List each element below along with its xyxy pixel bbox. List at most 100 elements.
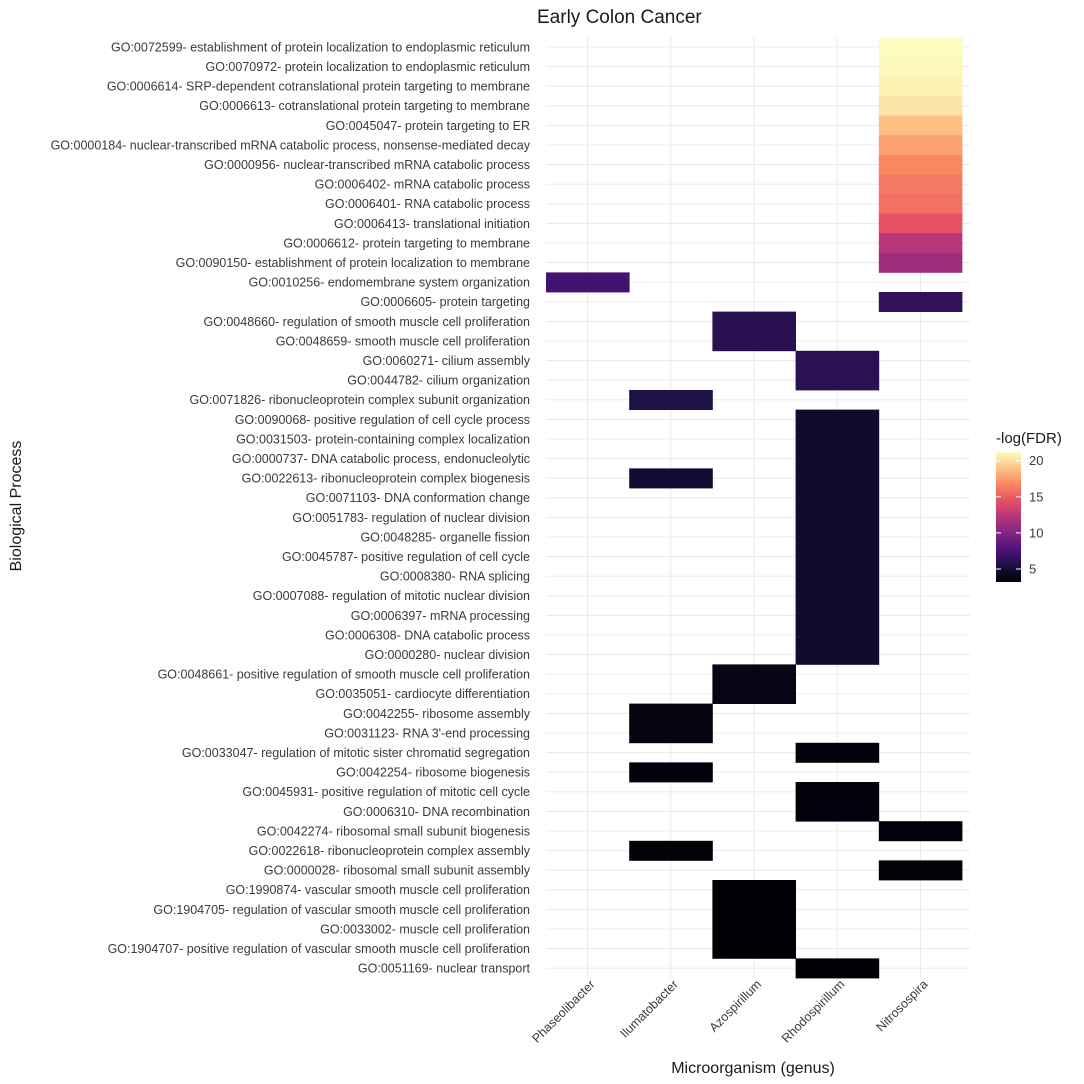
y-tick-label: GO:0042274- ribosomal small subunit biog…	[257, 824, 530, 838]
heatmap-cell	[878, 860, 963, 881]
y-tick-label: GO:0010256- endomembrane system organiza…	[249, 276, 530, 290]
y-tick-label: GO:0000737- DNA catabolic process, endon…	[232, 452, 530, 466]
heatmap-cell	[878, 76, 963, 97]
y-tick-label: GO:0006401- RNA catabolic process	[325, 197, 530, 211]
y-tick-label: GO:0006397- mRNA processing	[351, 609, 530, 623]
heatmap-cell	[795, 468, 880, 489]
y-tick-label: GO:0000280- nuclear division	[365, 648, 530, 662]
y-tick-label: GO:0007088- regulation of mitotic nuclea…	[253, 589, 530, 603]
heatmap-cell	[712, 880, 796, 900]
y-tick-label: GO:0031503- protein-containing complex l…	[236, 432, 530, 446]
heatmap-cell	[795, 801, 880, 822]
legend-ticks: 5 10 15 20	[996, 453, 1043, 577]
heatmap-cell	[795, 605, 880, 626]
x-axis-title: Microorganism (genus)	[671, 1060, 835, 1077]
y-tick-label: GO:0006402- mRNA catabolic process	[315, 178, 530, 192]
y-tick-label: GO:0090068- positive regulation of cell …	[235, 413, 530, 427]
x-tick-labels: Phaseolibacter Ilumatobacter Azospirillum R…	[529, 977, 930, 1045]
chart-title: Early Colon Cancer	[537, 7, 702, 28]
y-tick-label: GO:0000028- ribosomal small subunit asse…	[264, 864, 531, 878]
heatmap-cell	[878, 821, 963, 842]
x-tick-label: Azospirillum	[707, 977, 765, 1035]
heatmap-cell	[712, 311, 796, 332]
y-tick-label: GO:0045931- positive regulation of mitot…	[242, 785, 530, 799]
heatmap-cell	[712, 331, 796, 352]
y-tick-label: GO:0051783- regulation of nuclear divisi…	[292, 511, 530, 525]
y-tick-label: GO:0048661- positive regulation of smoot…	[158, 668, 530, 682]
legend-tick-label: 15	[1029, 489, 1043, 504]
heatmap-cell	[629, 703, 713, 724]
heatmap-cell	[795, 448, 880, 469]
y-tick-label: GO:0031123- RNA 3'-end processing	[324, 726, 530, 740]
y-tick-label: GO:0048660- regulation of smooth muscle …	[203, 315, 530, 329]
heatmap-cell	[629, 762, 713, 783]
heatmap-cell	[629, 390, 713, 410]
y-tick-label: GO:0000956- nuclear-transcribed mRNA cat…	[204, 158, 530, 172]
y-tick-label: GO:1904707- positive regulation of vascu…	[108, 942, 530, 956]
y-axis-title: Biological Process	[8, 441, 25, 572]
y-tick-label: GO:0071103- DNA conformation change	[306, 491, 530, 505]
heatmap-cell	[795, 409, 880, 430]
y-tick-label: GO:0008380- RNA splicing	[380, 570, 530, 584]
heatmap-cell	[712, 664, 796, 685]
heatmap-cell	[795, 782, 880, 802]
x-tick-label: Rhodospirillum	[779, 977, 847, 1045]
y-tick-label: GO:0006612- protein targeting to membran…	[283, 236, 530, 250]
heatmap-cell	[795, 370, 880, 391]
heatmap-cell	[795, 546, 880, 567]
y-tick-label: GO:0033002- muscle cell proliferation	[320, 922, 530, 936]
heatmap-cell	[712, 938, 796, 959]
y-tick-label: GO:0035051- cardiocyte differentiation	[316, 687, 531, 701]
heatmap-cell	[878, 213, 963, 234]
legend-title: -log(FDR)	[996, 430, 1062, 447]
y-tick-labels: GO:0072599- establishment of protein loc…	[51, 40, 531, 975]
heatmap-cell	[629, 468, 713, 489]
heatmap-cell	[712, 684, 796, 704]
y-tick-label: GO:1990874- vascular smooth muscle cell …	[226, 883, 530, 897]
heatmap-cell	[795, 566, 880, 587]
heatmap-cell	[795, 527, 880, 548]
heatmap-cell	[878, 154, 963, 175]
y-tick-label: GO:0006310- DNA recombination	[343, 805, 530, 819]
y-tick-label: GO:0006605- protein targeting	[360, 295, 530, 309]
heatmap-cell	[878, 233, 963, 254]
y-tick-label: GO:0006613- cotranslational protein targ…	[199, 99, 530, 113]
legend-tick-label: 10	[1029, 525, 1043, 540]
y-tick-label: GO:0044782- cilium organization	[347, 374, 530, 388]
heatmap-cell	[878, 96, 963, 116]
y-tick-label: GO:0042254- ribosome biogenesis	[336, 766, 530, 780]
heatmap-cell	[878, 135, 963, 156]
y-tick-label: GO:0072599- establishment of protein loc…	[111, 40, 530, 54]
heatmap-cell	[878, 56, 963, 77]
y-tick-label: GO:0022613- ribonucleoprotein complex bi…	[242, 472, 530, 486]
heatmap-cell	[878, 37, 963, 58]
heatmap-cell	[795, 586, 880, 606]
y-tick-label: GO:0006413- translational initiation	[334, 217, 530, 231]
heatmap-cell	[795, 488, 880, 508]
heatmap-cell	[795, 644, 880, 665]
y-tick-label: GO:0048659- smooth muscle cell prolifera…	[276, 334, 530, 348]
legend-tick-label: 20	[1029, 453, 1043, 468]
heatmap-cell	[878, 252, 963, 273]
y-tick-label: GO:0048285- organelle fission	[360, 530, 530, 544]
heatmap-cell	[629, 840, 713, 861]
heatmap-cell	[878, 174, 963, 195]
heatmap-cell	[795, 742, 880, 763]
y-tick-label: GO:0042255- ribosome assembly	[343, 707, 531, 721]
y-tick-label: GO:0090150- establishment of protein loc…	[176, 256, 530, 270]
heatmap-cell	[712, 899, 796, 920]
heatmap-cell	[878, 194, 963, 214]
heatmap-cell	[795, 625, 880, 646]
heatmap-cell	[795, 958, 880, 979]
heatmap-cell	[878, 292, 963, 312]
heatmap-cell	[795, 350, 880, 371]
x-tick-label: Ilumatobacter	[617, 977, 680, 1040]
x-tick-label: Phaseolibacter	[529, 977, 597, 1045]
heatmap-cell	[629, 723, 713, 744]
heatmap-cell	[878, 115, 963, 136]
y-tick-label: GO:0033047- regulation of mitotic sister…	[182, 746, 530, 760]
heatmap-cell	[546, 272, 630, 293]
y-tick-label: GO:0070972- protein localization to endo…	[206, 60, 530, 74]
y-tick-label: GO:0060271- cilium assembly	[363, 354, 531, 368]
y-tick-label: GO:0000184- nuclear-transcribed mRNA cat…	[51, 138, 531, 152]
